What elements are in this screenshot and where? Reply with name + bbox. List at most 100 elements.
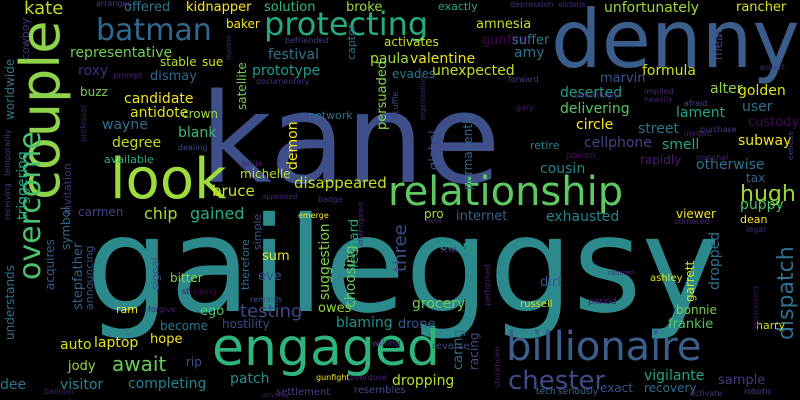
word-invited: invited <box>684 129 712 138</box>
word-cousin: cousin <box>540 161 586 177</box>
word-batman: batman <box>96 13 212 48</box>
word-degree: degree <box>112 135 162 151</box>
word-marvin: marvin <box>600 71 646 86</box>
word-exact: exact <box>600 381 633 395</box>
word-purchase: purchase <box>700 125 737 134</box>
word-kidnapper: kidnapper <box>186 0 252 15</box>
word-michelle: michelle <box>240 167 291 181</box>
word-worldwide: worldwide <box>3 58 17 120</box>
word-bonnie: bonnie <box>676 303 717 317</box>
word-visitor: visitor <box>60 377 104 393</box>
word-alter: alter <box>710 81 743 97</box>
word-settlement: settlement <box>276 387 331 398</box>
word-hope: hope <box>150 332 183 347</box>
word-prototype: prototype <box>252 63 321 79</box>
word-dirt: dirt <box>540 275 563 290</box>
word-reverse: reverse <box>432 341 470 352</box>
word-stopping: stopping <box>182 287 217 296</box>
word-activate: activate <box>690 389 723 398</box>
word-deserted: deserted <box>560 85 623 101</box>
word-prompt: prompt <box>113 71 143 80</box>
word-willing: willing <box>372 339 401 349</box>
word-overdose: overdose <box>350 373 387 382</box>
word-replacement: replacement <box>752 285 760 330</box>
word-stockholm: stockholm <box>493 346 502 388</box>
word-temporarily: temporarily <box>3 129 12 176</box>
word-satellite: satellite <box>235 62 249 110</box>
word-global: global <box>427 130 442 170</box>
word-gaileggsy: gaileggsy <box>86 189 720 343</box>
word-crown: crown <box>182 107 219 121</box>
word-circle: circle <box>576 117 614 133</box>
word-afraid: afraid <box>684 99 708 108</box>
word-user: user <box>742 99 773 115</box>
word-befriended: befriended <box>285 36 329 45</box>
word-marine: marine <box>225 35 233 60</box>
word-appointed: appointed <box>262 193 298 201</box>
word-baker: baker <box>226 17 260 31</box>
word-ashley: ashley <box>650 273 683 284</box>
word-racing: racing <box>467 332 481 370</box>
word-understands: understands <box>3 265 17 340</box>
word-frankie: frankie <box>668 317 714 332</box>
word-announcing: announcing <box>83 245 96 310</box>
word-evades: evades <box>392 67 436 81</box>
word-sample: sample <box>718 373 766 388</box>
word-depression: depression <box>510 0 554 9</box>
word-balloon: balloon <box>44 387 74 396</box>
word-disappeared: disappeared <box>294 174 387 192</box>
word-dismay: dismay <box>150 69 197 84</box>
word-reminds: reminds <box>250 295 283 304</box>
word-resembles: resembles <box>354 385 406 396</box>
word-network: network <box>308 109 353 122</box>
word-benny: benny <box>440 239 478 253</box>
word-amy: amy <box>514 45 545 61</box>
word-period: period <box>588 297 617 307</box>
word-gary: gary <box>516 103 535 112</box>
word-vicious: vicious <box>558 0 586 9</box>
word-emerge: emerge <box>298 211 329 220</box>
word-implied: implied <box>644 87 674 96</box>
word-otherwise: otherwise <box>696 157 765 173</box>
word-therefore: therefore <box>239 239 252 290</box>
word-forward: forward <box>508 75 539 84</box>
word-bitter: bitter <box>170 271 203 285</box>
word-acquires: acquires <box>43 239 57 290</box>
word-ego: ego <box>200 304 225 319</box>
word-blank: blank <box>178 125 217 141</box>
word-cellphone: cellphone <box>584 135 652 151</box>
word-offered: offered <box>124 0 171 15</box>
word-retire: retire <box>530 139 560 152</box>
word-badge: badge <box>318 195 344 204</box>
word-three: three <box>390 224 411 272</box>
word-rapidly: rapidly <box>640 153 682 167</box>
word-rancher: rancher <box>736 0 787 15</box>
word-hostility: hostility <box>222 317 270 331</box>
word-chip: chip <box>144 204 178 223</box>
word-performed: performed <box>483 264 492 306</box>
word-poison: poison <box>566 151 596 161</box>
word-exercise: exercise <box>787 131 795 160</box>
word-harry: harry <box>756 319 786 332</box>
word-arranges: arranges <box>96 0 132 8</box>
word-triggering: triggering <box>15 151 31 220</box>
word-exactly: exactly <box>438 0 478 13</box>
word-kane: kane <box>200 68 501 212</box>
word-dee: dee <box>0 377 27 393</box>
word-valentine: valentine <box>410 51 476 67</box>
word-russell: russell <box>520 299 553 310</box>
word-permanently: permanently <box>461 113 475 191</box>
word-receiving: receiving <box>3 183 12 220</box>
word-golden: golden <box>738 83 786 99</box>
word-completing: completing <box>128 376 207 392</box>
word-demon: demon <box>285 121 301 170</box>
word-signal: signal <box>149 257 162 290</box>
word-anyway: anyway <box>262 391 290 399</box>
word-unwittingly: unwittingly <box>574 91 619 100</box>
word-sum: sum <box>262 249 290 264</box>
word-unfortunately: unfortunately <box>604 0 700 16</box>
word-wayne: wayne <box>102 117 148 133</box>
word-persuaded: persuaded <box>375 60 390 130</box>
word-bruce: bruce <box>212 182 255 200</box>
